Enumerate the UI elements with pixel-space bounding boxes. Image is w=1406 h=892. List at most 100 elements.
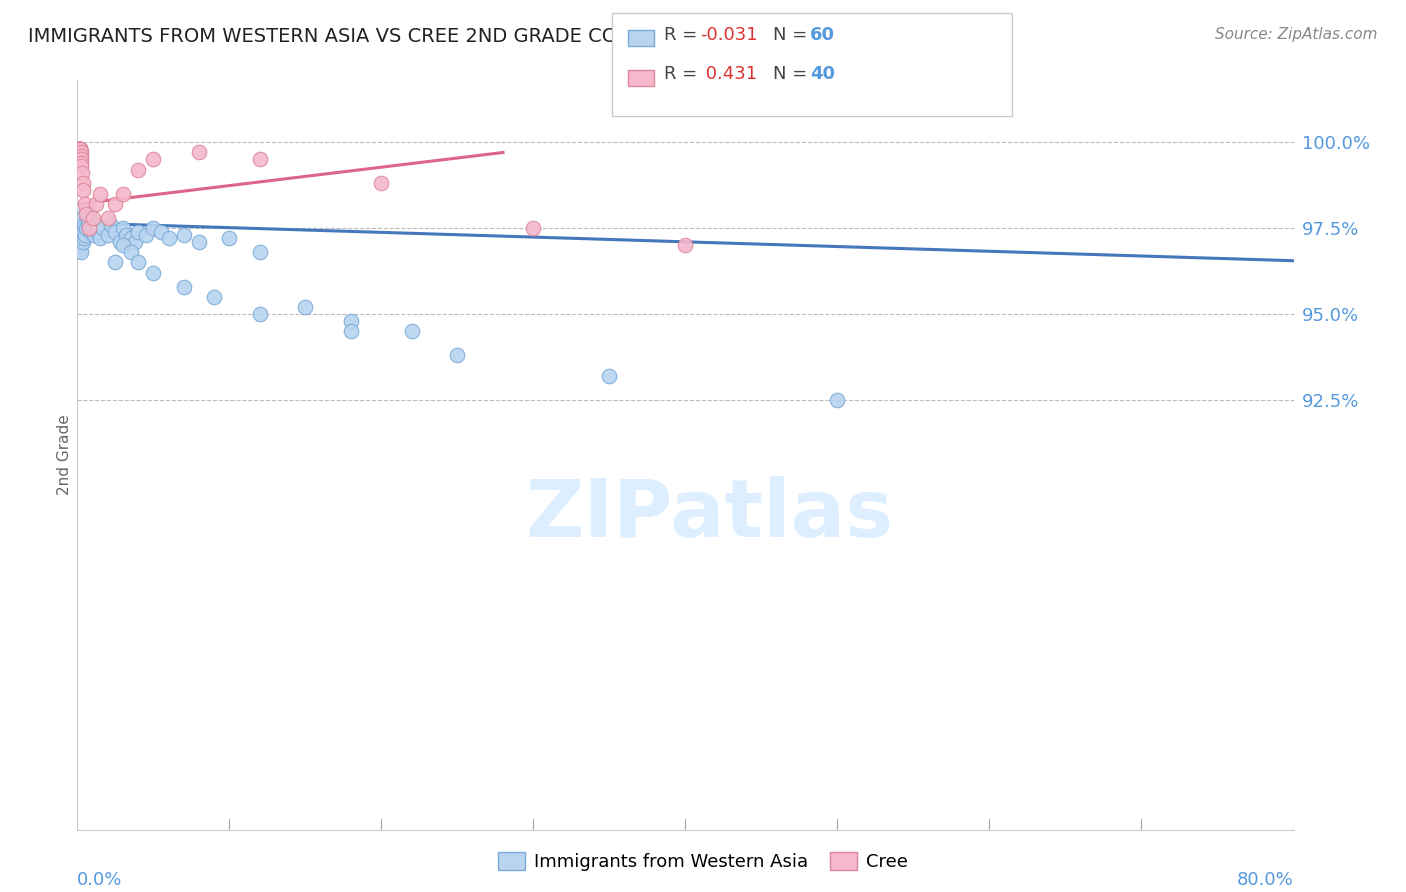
- Point: [72, 221, 94, 235]
- Point: [67, 142, 90, 156]
- Point: [69, 142, 91, 156]
- Point: [83, 227, 105, 242]
- Point: [69, 142, 91, 156]
- Text: IMMIGRANTS FROM WESTERN ASIA VS CREE 2ND GRADE CORRELATION CHART: IMMIGRANTS FROM WESTERN ASIA VS CREE 2ND…: [28, 27, 799, 45]
- Point: [67, 142, 90, 156]
- Point: [188, 145, 211, 160]
- Text: R =: R =: [664, 26, 703, 44]
- Point: [70, 245, 93, 260]
- Point: [827, 392, 849, 407]
- Point: [69, 227, 91, 242]
- Text: 60: 60: [810, 26, 835, 44]
- Point: [104, 197, 127, 211]
- Text: R =: R =: [664, 65, 703, 83]
- Point: [97, 227, 120, 242]
- Text: N =: N =: [773, 65, 813, 83]
- Point: [157, 231, 180, 245]
- Point: [70, 227, 93, 242]
- Point: [249, 307, 271, 321]
- Point: [69, 235, 91, 249]
- Point: [249, 245, 271, 260]
- Point: [76, 211, 98, 225]
- Point: [73, 197, 96, 211]
- Point: [401, 324, 423, 338]
- Text: 40: 40: [810, 65, 835, 83]
- Point: [67, 142, 90, 156]
- Point: [173, 279, 195, 293]
- Point: [188, 235, 211, 249]
- Point: [67, 225, 90, 239]
- Point: [120, 245, 142, 260]
- Point: [79, 221, 101, 235]
- Point: [124, 235, 146, 249]
- Point: [69, 145, 91, 160]
- Point: [120, 231, 142, 245]
- Point: [84, 218, 107, 232]
- Text: 0.0%: 0.0%: [77, 871, 122, 888]
- Point: [70, 166, 93, 180]
- Point: [97, 211, 120, 225]
- Point: [86, 225, 108, 239]
- Y-axis label: 2nd Grade: 2nd Grade: [56, 415, 72, 495]
- Point: [149, 225, 172, 239]
- Point: [69, 142, 91, 156]
- Point: [69, 231, 91, 245]
- Text: -0.031: -0.031: [700, 26, 758, 44]
- Point: [127, 255, 149, 269]
- Point: [69, 225, 91, 239]
- Point: [91, 221, 114, 235]
- Point: [127, 162, 149, 177]
- Point: [127, 225, 149, 239]
- Point: [69, 231, 91, 245]
- Point: [69, 149, 91, 163]
- Point: [72, 177, 94, 191]
- Point: [89, 231, 111, 245]
- Point: [142, 221, 165, 235]
- Point: [72, 235, 94, 249]
- Point: [67, 142, 90, 156]
- Point: [67, 225, 90, 239]
- Point: [67, 221, 90, 235]
- Point: [111, 238, 134, 252]
- Point: [340, 314, 363, 328]
- Point: [67, 142, 90, 156]
- Point: [67, 227, 90, 242]
- Legend: Immigrants from Western Asia, Cree: Immigrants from Western Asia, Cree: [491, 846, 915, 879]
- Point: [69, 142, 91, 156]
- Point: [77, 218, 100, 232]
- Point: [75, 207, 97, 221]
- Point: [70, 211, 93, 225]
- Point: [72, 225, 94, 239]
- Point: [70, 238, 93, 252]
- Point: [69, 238, 91, 252]
- Point: [75, 203, 97, 218]
- Point: [370, 177, 392, 191]
- Point: [675, 238, 697, 252]
- Point: [79, 207, 101, 221]
- Point: [70, 231, 93, 245]
- Point: [70, 218, 93, 232]
- Point: [104, 255, 127, 269]
- Point: [69, 242, 91, 256]
- Point: [69, 142, 91, 156]
- Point: [446, 348, 468, 362]
- Point: [67, 142, 90, 156]
- Point: [67, 231, 90, 245]
- Text: 0.431: 0.431: [700, 65, 758, 83]
- Point: [84, 197, 107, 211]
- Point: [340, 324, 363, 338]
- Point: [115, 227, 138, 242]
- Text: Source: ZipAtlas.com: Source: ZipAtlas.com: [1215, 27, 1378, 42]
- Point: [69, 227, 91, 242]
- Point: [522, 221, 544, 235]
- Point: [89, 186, 111, 201]
- Text: 80.0%: 80.0%: [1237, 871, 1294, 888]
- Point: [294, 300, 316, 314]
- Point: [111, 186, 134, 201]
- Point: [82, 221, 104, 235]
- Point: [202, 290, 225, 304]
- Point: [69, 142, 91, 156]
- Point: [142, 153, 165, 167]
- Point: [598, 368, 620, 383]
- Point: [67, 218, 90, 232]
